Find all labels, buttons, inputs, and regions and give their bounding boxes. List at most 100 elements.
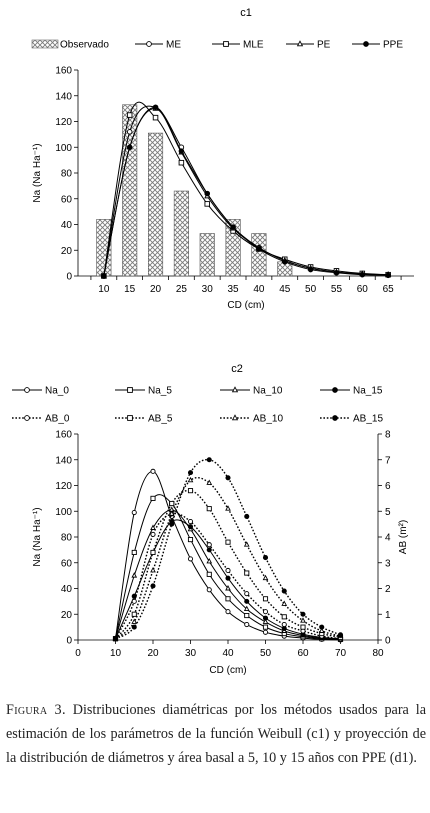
legend-marker-ab_5 [127, 415, 133, 421]
legend: Na_0 Na_5 Na_10 Na_15 AB_0 AB_5 AB_10 AB_15 [12, 386, 383, 425]
point-ab_5 [281, 614, 287, 620]
point-na_10 [225, 585, 231, 591]
point-na_0 [244, 622, 250, 628]
series-line-me [103, 105, 389, 277]
point-ab_5 [225, 539, 231, 545]
y-tick-label: 20 [61, 610, 73, 621]
x-tick-label: 15 [124, 284, 136, 295]
point-ab_0 [281, 622, 287, 628]
point-ab_10 [300, 617, 306, 623]
series-line-pe [103, 108, 389, 277]
point-ab_15 [244, 513, 250, 519]
y-tick-label: 60 [61, 194, 73, 205]
point-ab_10 [168, 510, 175, 516]
point-ab_15 [131, 624, 137, 630]
point-ab_10 [243, 541, 250, 547]
point-ab_15 [169, 521, 175, 527]
point-ab_10 [281, 600, 288, 606]
x-tick-label: 80 [372, 648, 384, 659]
legend-marker-me [146, 41, 152, 47]
point-na_0 [150, 468, 156, 474]
point-na_5 [225, 596, 231, 602]
point-ppe [230, 224, 236, 230]
point-ab_15 [187, 470, 194, 476]
point-ab_5 [131, 611, 137, 617]
legend-label-ab_5: AB_5 [148, 414, 173, 425]
x-tick-label: 50 [305, 284, 317, 295]
y2-tick-label: 5 [385, 507, 391, 518]
chart-title: c2 [231, 363, 243, 375]
point-na_15 [225, 575, 231, 581]
legend-marker-ppe [363, 41, 369, 47]
point-ab_5 [262, 596, 269, 602]
legend-label-na_10: Na_10 [253, 386, 283, 397]
point-na_0 [131, 509, 137, 516]
legend-marker-na_15 [332, 387, 338, 393]
y-tick-label: 0 [66, 636, 72, 647]
y2-tick-label: 0 [385, 636, 391, 647]
bar-observado [148, 132, 164, 277]
y-tick-label: 40 [61, 584, 73, 595]
point-mle [178, 159, 185, 166]
point-ab_15 [112, 636, 119, 642]
legend-marker-ab_15 [332, 415, 338, 421]
point-ab_15 [319, 624, 325, 630]
y-tick-label: 80 [61, 533, 73, 544]
y-tick-label: 140 [55, 91, 72, 102]
point-ppe [333, 270, 340, 276]
point-ppe [256, 246, 262, 252]
point-na_10 [131, 572, 138, 578]
point-mle [152, 114, 159, 121]
bar-observado [199, 233, 215, 277]
point-ab_10 [131, 618, 138, 624]
point-na_5 [131, 549, 137, 555]
bar-observado [173, 190, 189, 277]
y-tick-label: 80 [61, 169, 73, 180]
point-ab_5 [206, 506, 212, 512]
x-tick-label: 45 [279, 284, 291, 295]
x-tick-label: 55 [331, 284, 343, 295]
y-tick-label: 100 [55, 143, 72, 154]
point-na_5 [187, 537, 194, 543]
point-na_0 [206, 587, 212, 593]
point-na_10 [206, 557, 213, 564]
x-tick-label: 10 [98, 284, 110, 295]
y2-tick-label: 8 [385, 430, 391, 441]
point-ppe [307, 266, 314, 273]
point-ppe [385, 272, 391, 279]
legend-marker-na_5 [127, 387, 133, 393]
chart-c2: c2 Na_0 Na_5 Na_10 Na_15 AB_0 AB_5 AB_10 AB_15 0 2… [12, 363, 409, 676]
point-ab_15 [150, 583, 156, 589]
y-tick-label: 40 [61, 220, 73, 231]
legend-label-ab_10: AB_10 [253, 414, 283, 425]
x-tick-label: 25 [176, 284, 188, 295]
point-na_15 [187, 524, 194, 530]
x-tick-label: 10 [110, 648, 122, 659]
y-tick-label: 120 [55, 481, 72, 492]
point-ab_0 [244, 591, 250, 597]
x-tick-label: 20 [147, 648, 159, 659]
point-ab_5 [300, 624, 306, 630]
y2-tick-label: 3 [385, 558, 391, 569]
series-line-mle [103, 101, 389, 277]
point-ab_10 [187, 476, 194, 483]
legend-label-ab_0: AB_0 [45, 414, 70, 425]
x-tick-label: 50 [260, 648, 272, 659]
legend-marker-na_10 [231, 386, 239, 393]
series-line-na_5 [115, 494, 341, 640]
legend-marker-mle [223, 41, 229, 47]
point-ab_10 [318, 627, 325, 633]
point-me [126, 129, 133, 135]
y-tick-label: 100 [55, 507, 72, 518]
point-na_10 [243, 605, 250, 612]
x-tick-label: 20 [150, 284, 162, 295]
x-tick-label: 40 [222, 648, 234, 659]
legend-label-mle: MLE [243, 40, 264, 51]
legend-label-na_0: Na_0 [45, 386, 69, 397]
point-ab_5 [244, 570, 250, 576]
y2-axis-label: AB (m²) [398, 520, 409, 554]
legend-marker-na_0 [24, 387, 30, 393]
point-ab_15 [225, 475, 231, 481]
y2-tick-label: 4 [385, 533, 391, 544]
chart-title: c1 [240, 7, 252, 19]
